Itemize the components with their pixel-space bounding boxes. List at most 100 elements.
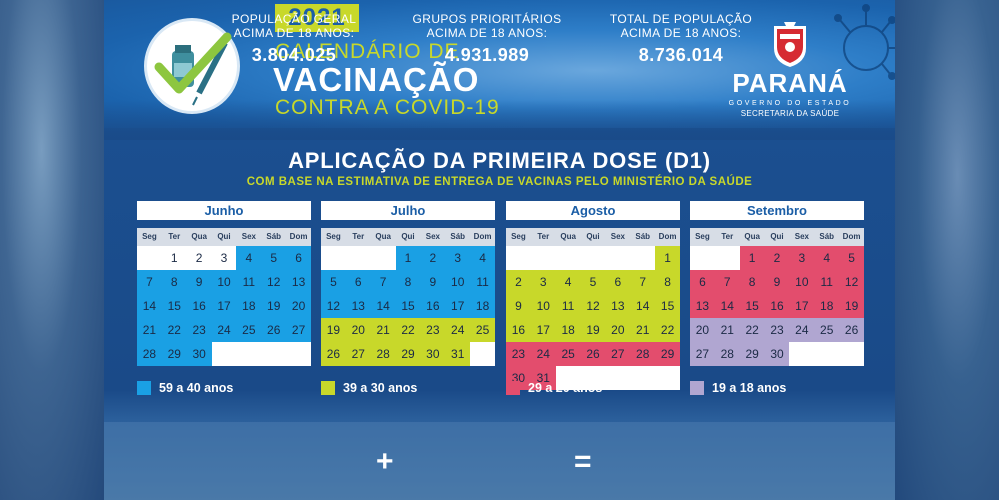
day-cell: 11 <box>555 294 581 318</box>
day-cell: 16 <box>420 294 446 318</box>
day-cell: 9 <box>186 270 212 294</box>
weekday-header: Sex <box>236 228 262 246</box>
empty-day-cell <box>789 342 815 366</box>
day-cell: 15 <box>395 294 421 318</box>
weekday-header: Sáb <box>261 228 287 246</box>
day-cell: 1 <box>161 246 187 270</box>
legend-label: 19 a 18 anos <box>712 381 787 395</box>
day-cell: 2 <box>764 246 790 270</box>
day-cell: 16 <box>764 294 790 318</box>
day-cell: 26 <box>580 342 606 366</box>
day-cell: 17 <box>211 294 237 318</box>
month-name: Agosto <box>506 201 680 220</box>
day-cell: 22 <box>655 318 680 342</box>
day-cell: 27 <box>345 342 371 366</box>
day-cell: 12 <box>321 294 346 318</box>
day-cell: 26 <box>261 318 287 342</box>
day-cell: 27 <box>286 318 311 342</box>
empty-day-cell <box>211 342 237 366</box>
day-cell: 26 <box>839 318 864 342</box>
day-cell: 2 <box>186 246 212 270</box>
empty-day-cell <box>690 246 715 270</box>
day-cell: 22 <box>395 318 421 342</box>
day-cell: 23 <box>420 318 446 342</box>
day-cell: 14 <box>137 294 162 318</box>
empty-day-cell <box>655 366 680 390</box>
day-cell: 24 <box>211 318 237 342</box>
day-cell: 18 <box>814 294 840 318</box>
day-cell: 12 <box>839 270 864 294</box>
day-cell: 14 <box>630 294 656 318</box>
day-cell: 18 <box>236 294 262 318</box>
parana-wordmark: PARANÁ <box>732 68 848 98</box>
day-cell: 12 <box>261 270 287 294</box>
weekday-header: Ter <box>530 228 556 246</box>
day-cell: 31 <box>530 366 556 390</box>
empty-day-cell <box>630 366 656 390</box>
empty-day-cell <box>236 342 262 366</box>
day-cell: 29 <box>395 342 421 366</box>
day-cell: 23 <box>186 318 212 342</box>
day-cell: 25 <box>555 342 581 366</box>
stat-total-population: TOTAL DE POPULAÇÃO ACIMA DE 18 ANOS: 8.7… <box>598 12 764 65</box>
day-cell: 18 <box>470 294 495 318</box>
day-cell: 21 <box>714 318 740 342</box>
day-cell: 5 <box>580 270 606 294</box>
weekday-header: Qua <box>370 228 396 246</box>
day-cell: 12 <box>580 294 606 318</box>
day-cell: 6 <box>286 246 311 270</box>
day-cell: 8 <box>739 270 765 294</box>
day-cell: 21 <box>137 318 162 342</box>
government-label: GOVERNO DO ESTADO <box>728 100 852 107</box>
day-cell: 2 <box>420 246 446 270</box>
day-cell: 13 <box>286 270 311 294</box>
weekday-header: Qua <box>739 228 765 246</box>
day-cell: 28 <box>714 342 740 366</box>
title-line-2: VACINAÇÃO <box>273 61 480 98</box>
weekday-header: Seg <box>690 228 715 246</box>
stat-value: 4.931.989 <box>444 45 530 65</box>
month-agosto: Agosto Seg Ter Qua Qui Sex Sáb Dom 1 2 3 4 5 6 7 8 9 10 11… <box>506 201 680 390</box>
parana-government-logo: PARANÁ GOVERNO DO ESTADO SECRETARIA DA S… <box>720 20 860 120</box>
day-cell: 22 <box>739 318 765 342</box>
day-cell: 19 <box>321 318 346 342</box>
empty-day-cell <box>137 246 162 270</box>
day-cell: 3 <box>789 246 815 270</box>
weekday-header: Sex <box>605 228 631 246</box>
blurred-background-left <box>0 0 104 500</box>
weekday-header: Ter <box>714 228 740 246</box>
day-cell: 17 <box>530 318 556 342</box>
day-cell: 1 <box>395 246 421 270</box>
day-cell: 4 <box>555 270 581 294</box>
weekday-header: Ter <box>161 228 187 246</box>
day-cell: 24 <box>530 342 556 366</box>
weekday-header: Seg <box>137 228 162 246</box>
day-cell: 13 <box>605 294 631 318</box>
day-cell: 13 <box>345 294 371 318</box>
legend-swatch <box>690 381 704 395</box>
plus-sign: + <box>376 445 394 478</box>
empty-day-cell <box>605 366 631 390</box>
virus-decoration-icon <box>834 4 895 80</box>
weekday-header: Dom <box>839 228 864 246</box>
weekday-header: Dom <box>286 228 311 246</box>
legend-swatch <box>506 381 520 395</box>
empty-day-cell <box>714 246 740 270</box>
day-cell: 6 <box>690 270 715 294</box>
day-cell: 10 <box>789 270 815 294</box>
day-cell: 5 <box>321 270 346 294</box>
day-cell: 9 <box>506 294 531 318</box>
day-cell: 11 <box>236 270 262 294</box>
day-cell: 9 <box>764 270 790 294</box>
day-cell: 4 <box>236 246 262 270</box>
empty-day-cell <box>506 246 531 270</box>
empty-day-cell <box>555 366 581 390</box>
day-cell: 28 <box>630 342 656 366</box>
day-cell: 19 <box>839 294 864 318</box>
day-cell: 8 <box>161 270 187 294</box>
weekday-header: Qui <box>764 228 790 246</box>
month-julho: Julho Seg Ter Qua Qui Sex Sáb Dom 1 2 3 4 5 6 7 8 9 10 11 1… <box>321 201 495 366</box>
day-cell: 2 <box>506 270 531 294</box>
weekday-header: Qui <box>211 228 237 246</box>
